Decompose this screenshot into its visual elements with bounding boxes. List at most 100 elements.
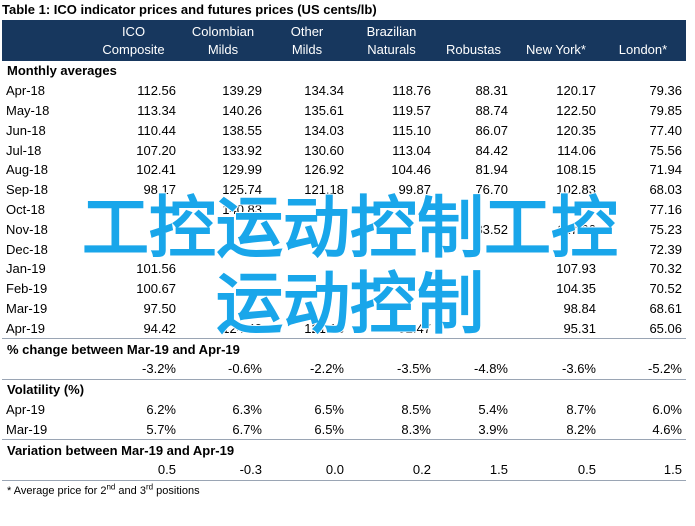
table-cell: 139.29: [222, 83, 262, 99]
table-cell: [266, 200, 348, 220]
table-cell: [266, 239, 348, 259]
table-cell: 102.41: [136, 162, 176, 178]
ico-price-table: ICO Colombian Other Brazilian Composite …: [2, 20, 686, 501]
table-cell: 135.61: [304, 102, 344, 118]
table-cell: 76.70: [475, 182, 508, 198]
table-cell: 6.7%: [232, 421, 262, 437]
table-cell: 68.03: [649, 182, 682, 198]
table-cell: [266, 219, 348, 239]
table-cell: 0.5: [577, 462, 596, 478]
footnote-sup-2nd: nd: [106, 481, 116, 491]
table-cell: 75.56: [649, 142, 682, 158]
row-label: Jun-18: [6, 122, 46, 138]
table-cell: 104.46: [391, 162, 431, 178]
section-title: Variation between Mar-19 and Apr-19: [2, 439, 686, 460]
table-cell: -3.2%: [142, 361, 176, 377]
table-cell: 77.40: [649, 122, 682, 138]
table-cell: 92.47: [398, 320, 431, 336]
table-cell: 124.42: [222, 320, 262, 336]
table-row: Nov-18 83.52 117.90 75.23: [2, 219, 686, 239]
table-cell: [512, 239, 600, 259]
table-row: Jan-19 101.56 107.93 70.32: [2, 259, 686, 279]
table-cell: 107.93: [556, 261, 596, 277]
table-cell: 1.5: [489, 462, 508, 478]
table-cell: 8.7%: [566, 401, 596, 417]
table-cell: 6.3%: [232, 401, 262, 417]
table-row: Apr-19 94.42 124.42 121.13 92.47 95.31 65.06: [2, 318, 686, 338]
table-cell: 81.94: [475, 162, 508, 178]
header-corner: [2, 40, 87, 61]
table-cell: [348, 239, 435, 259]
table-row: Jun-18 110.44 138.55 134.03 115.10 86.07 120.3…: [2, 120, 686, 140]
table-cell: 0.2: [412, 462, 431, 478]
col-header-top: Colombian: [180, 20, 266, 40]
row-label: May-18: [6, 102, 50, 118]
table-cell: [180, 239, 266, 259]
table-cell: [435, 279, 512, 299]
table-row: Jul-18 107.20 133.92 130.60 113.04 84.42 114.0…: [2, 140, 686, 160]
table-cell: [180, 259, 266, 279]
row-label: Aug-18: [6, 162, 48, 178]
table-cell: [435, 239, 512, 259]
header-corner: [2, 20, 87, 40]
table-cell: 75.23: [649, 221, 682, 237]
table-cell: 133.92: [222, 142, 262, 158]
col-header-bottom: Milds: [266, 40, 348, 61]
table-cell: 79.85: [649, 102, 682, 118]
table-cell: 77.16: [649, 201, 682, 217]
table-cell: [512, 200, 600, 220]
table-cell: [266, 259, 348, 279]
table-cell: 125.74: [222, 182, 262, 198]
table-cell: 102.83: [556, 182, 596, 198]
section-header-row: % change between Mar-19 and Apr-19: [2, 338, 686, 359]
table-cell: 98.84: [563, 300, 596, 316]
table-cell: 98.17: [143, 182, 176, 198]
table-row: Oct-18 140.83 77.16: [2, 200, 686, 220]
row-label: Apr-19: [6, 401, 46, 417]
table-cell: 8.3%: [401, 421, 431, 437]
col-header-bottom: Composite: [87, 40, 180, 61]
table-cell: 83.52: [475, 221, 508, 237]
table-cell: 1.5: [663, 462, 682, 478]
section-header-row: Monthly averages: [2, 59, 686, 81]
table-cell: 0.5: [157, 462, 176, 478]
table-cell: 129.99: [222, 162, 262, 178]
table-cell: [180, 279, 266, 299]
table-row: Feb-19 100.67 104.35 70.52: [2, 279, 686, 299]
table-cell: [435, 200, 512, 220]
table-cell: [87, 200, 180, 220]
table-row: Apr-19 6.2% 6.3% 6.5% 8.5% 5.4% 8.7% 6.0%: [2, 400, 686, 420]
table-cell: 119.57: [392, 102, 431, 118]
table-cell: 121.13: [304, 320, 344, 336]
table-cell: 6.5%: [314, 401, 344, 417]
table-cell: 97.50: [143, 300, 176, 316]
table-cell: 8.5%: [401, 401, 431, 417]
table-cell: -2.2%: [310, 361, 344, 377]
table-row: Mar-19 97.50 98.84 68.61: [2, 299, 686, 319]
table-cell: 4.6%: [652, 421, 682, 437]
table-cell: 140.83: [222, 201, 262, 217]
row-label: Feb-19: [6, 281, 48, 297]
row-label: Mar-19: [6, 421, 48, 437]
col-header-top: [600, 20, 686, 40]
row-label: Sep-18: [6, 182, 48, 198]
col-header-top: [512, 20, 600, 40]
table-cell: -0.6%: [228, 361, 262, 377]
table-cell: 126.92: [304, 162, 344, 178]
table-cell: 104.35: [556, 281, 596, 297]
table-cell: [87, 239, 180, 259]
col-header-bottom: Naturals: [348, 40, 435, 61]
table-cell: 140.26: [222, 102, 262, 118]
col-header-bottom: Robustas: [435, 40, 512, 61]
col-header-bottom: London*: [600, 40, 686, 61]
table-cell: 110.44: [137, 122, 176, 138]
row-label: Jan-19: [6, 261, 46, 277]
table-cell: 0.0: [325, 462, 344, 478]
table-cell: 8.2%: [566, 421, 596, 437]
footnote-pre: * Average price for 2: [7, 484, 107, 497]
table-cell: 88.31: [475, 83, 508, 99]
table-cell: 71.94: [649, 162, 682, 178]
table-cell: [435, 259, 512, 279]
col-header-top: Other: [266, 20, 348, 40]
table-cell: 6.0%: [652, 401, 682, 417]
